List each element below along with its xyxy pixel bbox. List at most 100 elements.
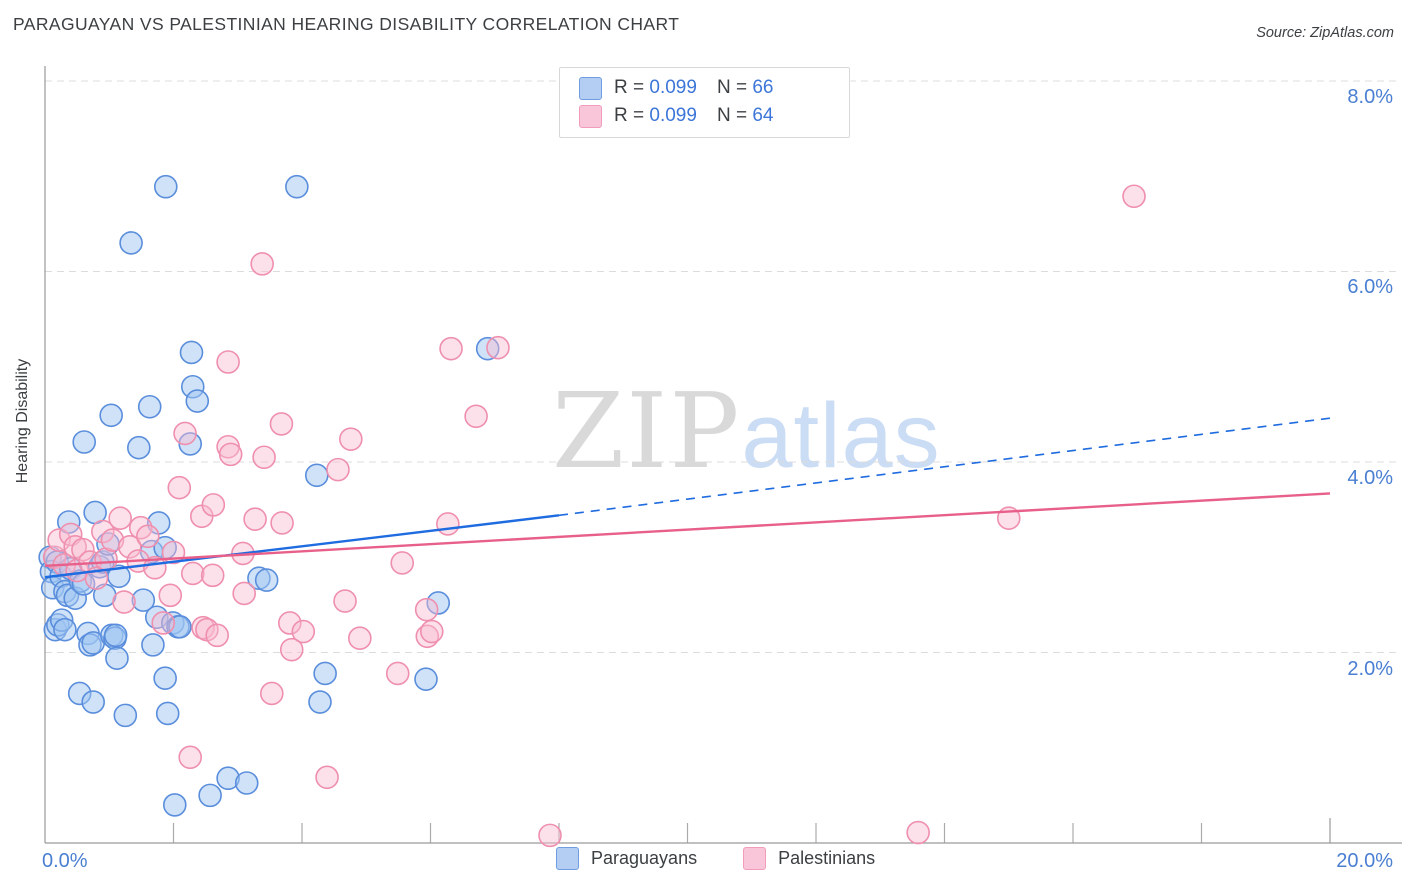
y-tick-label-8: 8.0% — [1347, 86, 1393, 108]
zipatlas-watermark: ZIPatlas — [552, 370, 941, 492]
legend-item-palestinians: Palestinians — [743, 847, 875, 870]
scatter-point-paraguayans — [234, 771, 259, 795]
scatter-point-palestinians — [136, 524, 160, 549]
scatter-point-palestinians — [91, 519, 115, 544]
scatter-point-paraguayans — [103, 623, 128, 648]
scatter-point-paraguayans — [162, 793, 187, 817]
r-label: R = — [614, 105, 645, 126]
scatter-point-palestinians — [232, 581, 256, 606]
scatter-point-palestinians — [390, 551, 415, 575]
scatter-point-palestinians — [269, 412, 294, 436]
scatter-point-paraguayans — [56, 510, 81, 534]
blue-swatch-icon — [556, 847, 579, 870]
scatter-point-paraguayans — [53, 617, 77, 642]
scatter-point-paraguayans — [254, 568, 279, 592]
r-label: R = — [614, 77, 645, 98]
scatter-point-palestinians — [167, 475, 192, 500]
series-legend: Paraguayans Palestinians — [556, 847, 875, 870]
scatter-point-paraguayans — [304, 463, 329, 488]
scatter-point-paraguayans — [105, 646, 129, 671]
watermark-zip-text: ZIP — [552, 370, 742, 492]
legend-label: Paraguayans — [591, 848, 698, 868]
scatter-point-palestinians — [414, 597, 439, 622]
scatter-point-palestinians — [252, 445, 276, 470]
r-value: 0.099 — [649, 105, 697, 126]
scatter-point-palestinians — [270, 511, 294, 535]
legend-row-palestinians: R = 0.099 N = 64 — [579, 102, 839, 130]
scatter-point-paraguayans — [131, 588, 156, 612]
correlation-legend: R = 0.099 N = 66 R = 0.099 N = 64 — [559, 67, 850, 138]
trend-line-palestinians — [44, 492, 1331, 568]
scatter-point-palestinians — [108, 506, 132, 530]
y-tick-label-6: 6.0% — [1347, 276, 1393, 298]
scatter-point-palestinians — [58, 522, 83, 547]
scatter-point-palestinians — [180, 561, 205, 586]
scatter-point-palestinians — [243, 507, 267, 531]
scatter-point-paraguayans — [119, 231, 143, 255]
scatter-point-palestinians — [279, 637, 304, 662]
scatter-point-palestinians — [71, 537, 95, 562]
scatter-point-palestinians — [151, 611, 176, 635]
scatter-point-palestinians — [538, 823, 562, 848]
scatter-point-palestinians — [205, 623, 229, 648]
blue-swatch-icon — [579, 76, 602, 100]
scatter-point-palestinians — [385, 661, 410, 686]
pink-swatch-icon — [579, 104, 602, 128]
scatter-point-palestinians — [191, 615, 215, 640]
scatter-point-palestinians — [118, 534, 142, 559]
n-value: 64 — [752, 105, 774, 126]
n-value: 66 — [752, 77, 774, 98]
scatter-point-paraguayans — [113, 703, 138, 728]
scatter-point-paraguayans — [313, 661, 337, 686]
scatter-point-palestinians — [218, 442, 243, 467]
scatter-point-palestinians — [486, 335, 510, 360]
scatter-point-paraguayans — [153, 174, 178, 199]
scatter-point-palestinians — [436, 512, 460, 536]
scatter-point-palestinians — [260, 681, 284, 706]
scatter-point-paraguayans — [99, 403, 123, 428]
y-tick-label-4: 4.0% — [1347, 467, 1393, 489]
scatter-point-paraguayans — [153, 666, 177, 691]
scatter-point-palestinians — [326, 457, 350, 482]
scatter-point-palestinians — [333, 589, 357, 613]
scatter-point-paraguayans — [179, 340, 204, 365]
scatter-point-paraguayans — [81, 690, 105, 714]
y-tick-label-2: 2.0% — [1347, 658, 1393, 680]
scatter-point-palestinians — [291, 619, 316, 644]
legend-label: Palestinians — [778, 848, 876, 868]
scatter-point-palestinians — [200, 563, 225, 588]
scatter-point-palestinians — [100, 528, 125, 552]
scatter-point-paraguayans — [426, 591, 451, 615]
x-tick-label-20: 20.0% — [1336, 850, 1393, 872]
source-link[interactable]: Source: ZipAtlas.com — [1256, 25, 1394, 41]
n-label: N = — [716, 77, 748, 98]
scatter-point-palestinians — [178, 745, 203, 770]
scatter-point-palestinians — [464, 404, 488, 429]
scatter-point-paraguayans — [414, 667, 438, 691]
scatter-point-palestinians — [1122, 184, 1146, 209]
trend-line-dashed-paraguayans — [558, 417, 1331, 517]
scatter-point-palestinians — [158, 583, 183, 608]
scatter-point-paraguayans — [141, 633, 165, 657]
scatter-point-paraguayans — [198, 783, 222, 808]
r-value: 0.099 — [649, 77, 697, 98]
scatter-point-palestinians — [112, 590, 136, 614]
pink-swatch-icon — [743, 847, 767, 870]
scatter-point-palestinians — [439, 336, 463, 361]
scatter-point-paraguayans — [185, 389, 210, 413]
x-tick-label-0: 0.0% — [42, 850, 88, 872]
scatter-point-paraguayans — [127, 435, 151, 460]
scatter-point-palestinians — [419, 619, 444, 644]
scatter-point-paraguayans — [285, 174, 309, 199]
scatter-point-palestinians — [216, 350, 240, 374]
scatter-point-palestinians — [201, 493, 226, 517]
trend-line-paraguayans — [44, 514, 560, 579]
scatter-point-palestinians — [348, 626, 372, 651]
page-title: PARAGUAYAN VS PALESTINIAN HEARING DISABI… — [13, 14, 680, 34]
scatter-point-palestinians — [315, 765, 339, 790]
y-axis-title: Hearing Disability — [14, 358, 31, 484]
legend-item-paraguayans: Paraguayans — [556, 847, 697, 870]
scatter-point-palestinians — [250, 252, 274, 276]
